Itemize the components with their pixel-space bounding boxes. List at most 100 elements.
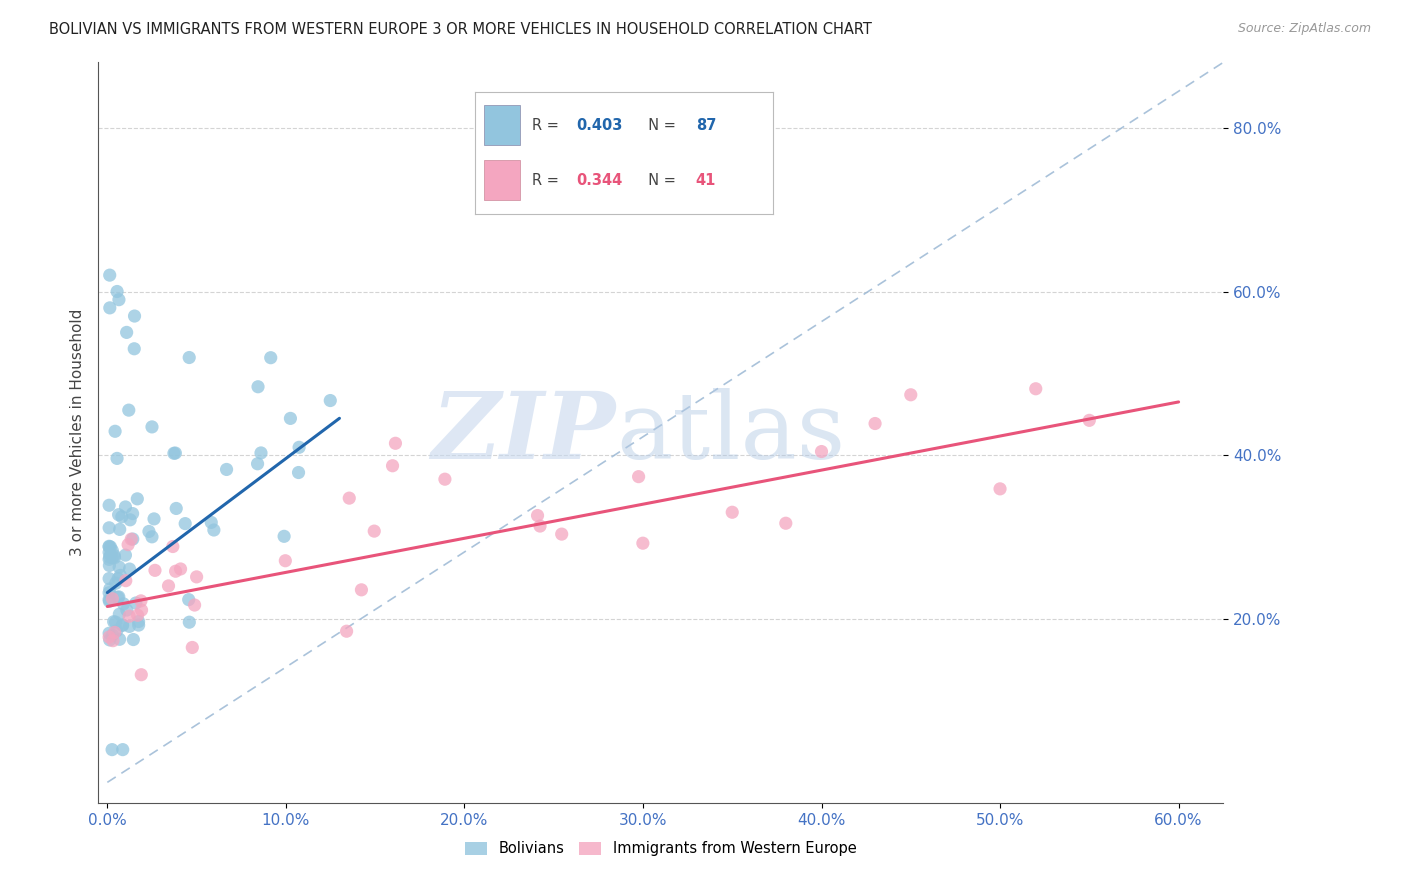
Point	[108, 523, 131, 537]
Point	[107, 508, 129, 522]
Legend: Bolivians, Immigrants from Western Europe: Bolivians, Immigrants from Western Europ…	[460, 836, 862, 863]
Point	[138, 524, 160, 539]
Point	[107, 572, 129, 586]
Point	[104, 615, 127, 629]
Point	[108, 560, 131, 574]
Point	[98, 540, 121, 554]
Point	[169, 562, 191, 576]
Point	[98, 592, 121, 607]
Point	[122, 342, 145, 356]
Point	[115, 326, 138, 340]
Point	[98, 630, 121, 644]
Point	[529, 519, 551, 533]
Point	[105, 624, 128, 638]
Point	[101, 633, 124, 648]
Point	[98, 586, 121, 600]
Point	[988, 482, 1011, 496]
Point	[129, 594, 152, 608]
Point	[100, 540, 122, 554]
Point	[260, 351, 283, 365]
Point	[108, 293, 131, 307]
Point	[114, 574, 136, 588]
Point	[101, 550, 124, 565]
Point	[120, 532, 142, 546]
Point	[384, 436, 406, 450]
Point	[363, 524, 385, 538]
Point	[98, 268, 121, 282]
Point	[287, 466, 309, 480]
Text: atlas: atlas	[616, 388, 845, 477]
Point	[101, 543, 124, 558]
Point	[104, 576, 127, 591]
Point	[101, 628, 124, 642]
Point	[105, 451, 128, 466]
Point	[103, 549, 125, 563]
Point	[98, 552, 121, 566]
Point	[215, 462, 238, 476]
Point	[121, 507, 143, 521]
Text: ZIP: ZIP	[432, 388, 616, 477]
Point	[280, 411, 302, 425]
Point	[98, 498, 121, 512]
Point	[98, 550, 121, 565]
Point	[186, 570, 208, 584]
Point	[350, 582, 373, 597]
Point	[103, 615, 125, 629]
Point	[98, 545, 121, 559]
Point	[433, 472, 456, 486]
Point	[111, 509, 134, 524]
Point	[125, 596, 148, 610]
Point	[118, 609, 141, 624]
Point	[118, 403, 141, 417]
Point	[319, 393, 342, 408]
Point	[381, 458, 404, 473]
Point	[179, 351, 201, 365]
Point	[174, 516, 197, 531]
Point	[122, 632, 145, 647]
Point	[179, 615, 201, 630]
Point	[177, 592, 200, 607]
Point	[775, 516, 797, 531]
Point	[100, 548, 122, 562]
Text: Source: ZipAtlas.com: Source: ZipAtlas.com	[1237, 22, 1371, 36]
Point	[202, 523, 225, 537]
Point	[129, 667, 152, 681]
Point	[183, 598, 205, 612]
Point	[104, 425, 127, 439]
Point	[108, 607, 131, 622]
Point	[101, 742, 124, 756]
Point	[105, 285, 128, 299]
Point	[551, 527, 574, 541]
Point	[108, 632, 131, 647]
Point	[98, 301, 121, 315]
Point	[143, 512, 166, 526]
Point	[526, 508, 548, 523]
Point	[103, 550, 125, 565]
Point	[98, 582, 121, 596]
Point	[128, 615, 150, 629]
Point	[98, 626, 121, 640]
Point	[165, 446, 187, 460]
Point	[336, 624, 359, 639]
Point	[143, 563, 166, 577]
Point	[121, 532, 143, 546]
Point	[120, 513, 142, 527]
Point	[900, 388, 922, 402]
Point	[721, 505, 744, 519]
Point	[863, 417, 886, 431]
Point	[101, 591, 124, 606]
Text: BOLIVIAN VS IMMIGRANTS FROM WESTERN EUROPE 3 OR MORE VEHICLES IN HOUSEHOLD CORRE: BOLIVIAN VS IMMIGRANTS FROM WESTERN EURO…	[49, 22, 872, 37]
Point	[127, 491, 149, 506]
Point	[118, 562, 141, 576]
Point	[118, 619, 141, 633]
Point	[124, 309, 146, 323]
Point	[631, 536, 654, 550]
Point	[337, 491, 360, 505]
Point	[98, 558, 121, 573]
Point	[141, 420, 163, 434]
Point	[165, 501, 187, 516]
Point	[165, 564, 187, 578]
Point	[98, 632, 121, 647]
Point	[1078, 413, 1101, 427]
Point	[98, 594, 121, 608]
